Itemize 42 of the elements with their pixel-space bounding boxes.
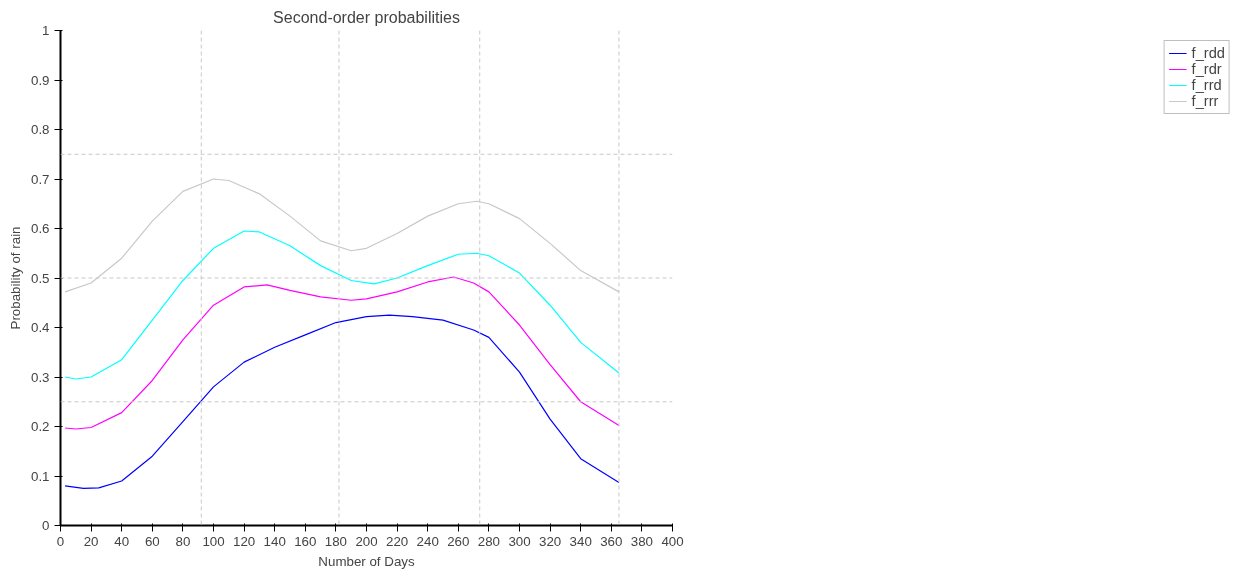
x-tick-label: 20 <box>83 533 99 549</box>
x-tick-label: 340 <box>569 533 592 549</box>
y-tick-label: 0.2 <box>30 419 50 434</box>
x-tick-label: 160 <box>294 533 317 549</box>
x-tick-label: 100 <box>202 533 225 549</box>
line-series <box>64 314 620 489</box>
y-tick-label: 0.4 <box>30 320 51 335</box>
x-tick-label: 140 <box>263 533 286 549</box>
y-tick-label: 0.6 <box>30 221 50 236</box>
y-tick-label: 0.5 <box>30 270 50 286</box>
legend-label: f_rrr <box>1191 93 1219 109</box>
y-tick-label: 0 <box>42 518 50 533</box>
y-tick-label: 0.9 <box>30 72 50 88</box>
x-axis-title: Number of Days <box>318 553 415 569</box>
x-tick-label: 400 <box>661 533 684 549</box>
legend-label: f_rdr <box>1191 61 1222 77</box>
y-tick-label: 1 <box>42 23 50 38</box>
x-tick-label: 40 <box>114 533 130 549</box>
y-axis-title: Probability of rain <box>7 226 23 330</box>
x-tick-label: 380 <box>630 533 654 549</box>
y-tick-label: 0.1 <box>30 468 50 484</box>
x-tick-label: 180 <box>324 533 348 549</box>
x-tick-label: 360 <box>600 533 623 549</box>
x-tick-label: 300 <box>508 533 531 549</box>
y-tick-label: 0.3 <box>30 369 50 385</box>
x-tick-label: 80 <box>175 533 191 549</box>
y-tick-label: 0.8 <box>30 122 50 137</box>
x-tick-label: 260 <box>447 533 470 549</box>
x-tick-label: 280 <box>477 533 501 549</box>
chart-title: Second-order probabilities <box>273 8 460 26</box>
line-series <box>64 276 620 430</box>
line-series <box>64 230 620 380</box>
x-tick-label: 220 <box>385 533 409 549</box>
x-tick-label: 200 <box>355 533 378 549</box>
y-tick-label: 0.7 <box>30 171 50 187</box>
x-tick-label: 320 <box>538 533 562 549</box>
legend-label: f_rrd <box>1191 77 1222 93</box>
x-tick-label: 0 <box>56 533 65 549</box>
x-tick-label: 120 <box>232 533 256 549</box>
legend-label: f_rdd <box>1191 45 1225 61</box>
x-tick-label: 240 <box>416 533 439 549</box>
x-tick-label: 60 <box>144 533 160 549</box>
